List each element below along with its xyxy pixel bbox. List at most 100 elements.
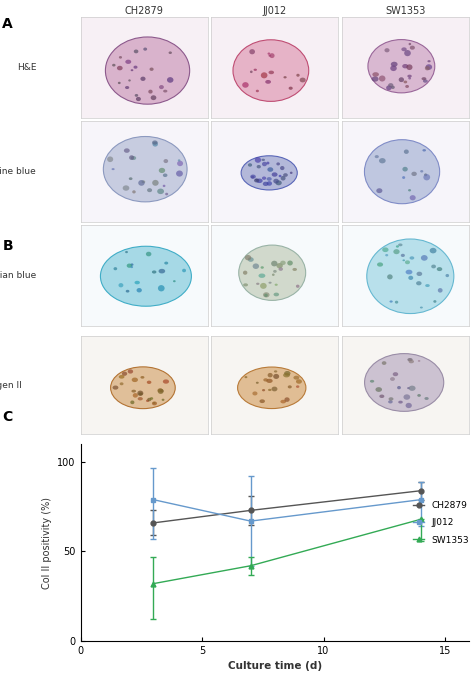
Ellipse shape — [131, 390, 136, 393]
Ellipse shape — [382, 361, 386, 365]
Ellipse shape — [296, 74, 300, 76]
Ellipse shape — [177, 161, 183, 166]
Ellipse shape — [397, 386, 401, 389]
Ellipse shape — [418, 360, 420, 362]
Ellipse shape — [407, 387, 410, 389]
Ellipse shape — [153, 402, 155, 404]
Ellipse shape — [159, 168, 165, 173]
Ellipse shape — [118, 283, 123, 287]
Ellipse shape — [163, 174, 167, 177]
Ellipse shape — [387, 274, 392, 280]
Ellipse shape — [268, 373, 273, 378]
Ellipse shape — [296, 385, 300, 388]
Ellipse shape — [241, 156, 297, 190]
Ellipse shape — [151, 95, 156, 100]
Ellipse shape — [423, 79, 428, 83]
Ellipse shape — [248, 163, 252, 167]
Ellipse shape — [408, 189, 411, 192]
Ellipse shape — [258, 274, 265, 278]
Ellipse shape — [138, 393, 143, 395]
Ellipse shape — [131, 156, 136, 160]
Ellipse shape — [125, 86, 129, 89]
Ellipse shape — [283, 76, 287, 79]
Ellipse shape — [393, 249, 400, 254]
Ellipse shape — [152, 180, 159, 186]
Ellipse shape — [370, 380, 374, 382]
Ellipse shape — [373, 72, 379, 76]
Ellipse shape — [437, 267, 442, 271]
Ellipse shape — [262, 158, 265, 161]
Ellipse shape — [423, 174, 430, 181]
Ellipse shape — [407, 358, 412, 361]
Ellipse shape — [402, 176, 405, 179]
Ellipse shape — [140, 376, 145, 379]
Ellipse shape — [406, 269, 412, 274]
Ellipse shape — [147, 398, 151, 401]
Ellipse shape — [111, 168, 115, 170]
Ellipse shape — [248, 257, 254, 262]
Ellipse shape — [182, 269, 186, 272]
Ellipse shape — [243, 271, 247, 275]
Ellipse shape — [421, 77, 426, 80]
Ellipse shape — [404, 50, 411, 56]
Ellipse shape — [158, 269, 165, 274]
Ellipse shape — [424, 174, 427, 176]
Ellipse shape — [146, 251, 151, 256]
Ellipse shape — [365, 353, 444, 411]
Ellipse shape — [406, 64, 412, 70]
Ellipse shape — [390, 377, 395, 381]
Ellipse shape — [135, 94, 138, 97]
Ellipse shape — [130, 266, 133, 268]
Ellipse shape — [261, 72, 267, 79]
Ellipse shape — [407, 74, 412, 78]
Text: A: A — [2, 17, 13, 31]
Ellipse shape — [164, 159, 168, 163]
Ellipse shape — [385, 254, 388, 256]
Ellipse shape — [274, 370, 277, 373]
Title: SW1353: SW1353 — [385, 6, 426, 17]
Ellipse shape — [132, 190, 136, 194]
Ellipse shape — [386, 85, 392, 90]
Ellipse shape — [178, 159, 181, 161]
Ellipse shape — [283, 373, 290, 378]
Ellipse shape — [105, 37, 190, 104]
Ellipse shape — [269, 53, 274, 58]
Ellipse shape — [117, 65, 123, 70]
Ellipse shape — [140, 76, 146, 81]
Ellipse shape — [379, 76, 385, 81]
Ellipse shape — [159, 85, 164, 89]
Ellipse shape — [267, 52, 270, 55]
Ellipse shape — [245, 376, 247, 378]
Legend: CH2879, JJ012, SW1353: CH2879, JJ012, SW1353 — [410, 497, 473, 548]
Ellipse shape — [129, 177, 133, 180]
Ellipse shape — [402, 64, 408, 68]
Ellipse shape — [292, 268, 297, 271]
Ellipse shape — [296, 285, 300, 288]
Ellipse shape — [271, 260, 277, 267]
Ellipse shape — [425, 66, 430, 70]
X-axis label: Culture time (d): Culture time (d) — [228, 661, 322, 671]
Ellipse shape — [237, 367, 306, 409]
Ellipse shape — [281, 400, 286, 403]
Ellipse shape — [146, 400, 149, 402]
Ellipse shape — [290, 172, 292, 174]
Ellipse shape — [129, 155, 134, 160]
Ellipse shape — [250, 174, 256, 178]
Ellipse shape — [391, 85, 395, 89]
Ellipse shape — [239, 245, 306, 300]
Ellipse shape — [264, 378, 268, 382]
Ellipse shape — [142, 181, 145, 183]
Ellipse shape — [409, 43, 411, 45]
Title: JJ012: JJ012 — [263, 6, 287, 17]
Ellipse shape — [262, 176, 266, 180]
Ellipse shape — [110, 367, 175, 409]
Ellipse shape — [103, 136, 187, 202]
Ellipse shape — [384, 48, 390, 52]
Ellipse shape — [255, 157, 261, 163]
Ellipse shape — [284, 398, 290, 402]
Ellipse shape — [280, 166, 284, 170]
Ellipse shape — [135, 281, 140, 285]
Ellipse shape — [167, 77, 173, 83]
Ellipse shape — [401, 48, 407, 51]
Ellipse shape — [403, 81, 407, 83]
